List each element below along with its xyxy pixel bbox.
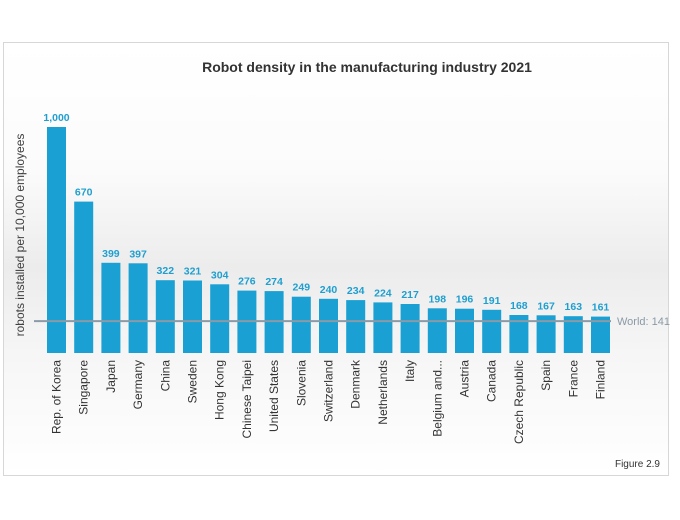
category-label: Hong Kong: [213, 360, 227, 420]
category-label: Spain: [539, 360, 553, 391]
category-label: Denmark: [349, 359, 363, 409]
bar-value-label: 670: [75, 187, 93, 199]
bar-value-label: 161: [592, 302, 610, 314]
bar: [509, 315, 529, 353]
bar-value-label: 168: [510, 300, 528, 312]
category-label: China: [158, 360, 172, 392]
bar-value-label: 163: [565, 301, 583, 313]
bar: [455, 308, 474, 353]
category-label: Germany: [131, 360, 145, 409]
bar: [291, 296, 311, 353]
bar-value-label: 304: [211, 269, 229, 281]
bar-value-label: 399: [102, 248, 120, 260]
category-label: United States: [267, 360, 281, 432]
category-label: Singapore: [77, 360, 91, 415]
category-label: Italy: [403, 360, 417, 382]
category-label: Chinese Taipei: [240, 360, 254, 439]
chart-canvas: Robot density in the manufacturing indus…: [13, 59, 670, 470]
bar-value-label: 167: [537, 300, 555, 312]
chart-title: Robot density in the manufacturing indus…: [202, 59, 532, 75]
category-label: Canada: [485, 360, 499, 402]
category-label: Finland: [594, 360, 608, 399]
bar: [373, 302, 393, 353]
bar: [400, 304, 420, 353]
category-label: Rep. of Korea: [50, 360, 64, 434]
bar: [210, 284, 230, 353]
bar-value-label: 322: [157, 265, 175, 277]
bar-value-label: 276: [238, 276, 256, 288]
bar-value-label: 321: [184, 266, 202, 278]
category-label: Netherlands: [376, 360, 390, 425]
bar-value-label: 196: [456, 294, 474, 306]
bar: [183, 280, 202, 353]
bar: [482, 309, 502, 353]
category-label: Japan: [104, 360, 118, 393]
bar-value-label: 240: [320, 284, 338, 296]
bar: [427, 308, 447, 353]
bar-value-label: 274: [265, 276, 283, 288]
category-label: Austria: [458, 360, 472, 398]
bar: [128, 263, 148, 353]
bar-value-label: 234: [347, 285, 365, 297]
value-labels-group: 1,000 670 399 397 322 321 304 276 274 249 240 234 22…: [43, 112, 609, 314]
figure-label: Figure 2.9: [615, 459, 660, 470]
bar: [319, 298, 338, 353]
bar: [101, 262, 121, 353]
bar: [346, 300, 366, 353]
category-labels-group: Rep. of Korea Singapore Japan Germany China S…: [50, 359, 608, 444]
world-reference-label: World: 141: [617, 316, 670, 328]
category-label: Belgium and...: [430, 360, 444, 437]
chart-frame: Robot density in the manufacturing indus…: [3, 42, 670, 476]
bar-value-label: 217: [401, 289, 419, 301]
category-label: Slovenia: [294, 360, 308, 406]
category-label: France: [566, 360, 580, 398]
y-axis-label: robots installed per 10,000 employees: [13, 134, 27, 337]
bar: [536, 315, 556, 353]
bar-value-label: 224: [374, 287, 392, 299]
category-label: Czech Republic: [512, 360, 526, 444]
bar: [591, 316, 610, 353]
category-label: Switzerland: [322, 360, 336, 422]
bar-value-label: 191: [483, 295, 501, 307]
bar: [563, 316, 583, 353]
bar-value-label: 397: [129, 248, 147, 260]
category-label: Sweden: [186, 360, 200, 403]
bar-value-label: 1,000: [43, 112, 69, 124]
bar: [155, 280, 175, 353]
bar-value-label: 249: [293, 282, 311, 294]
bar: [74, 201, 94, 353]
bars-group: [47, 127, 610, 353]
bar-value-label: 198: [429, 293, 447, 305]
bar: [47, 127, 66, 353]
